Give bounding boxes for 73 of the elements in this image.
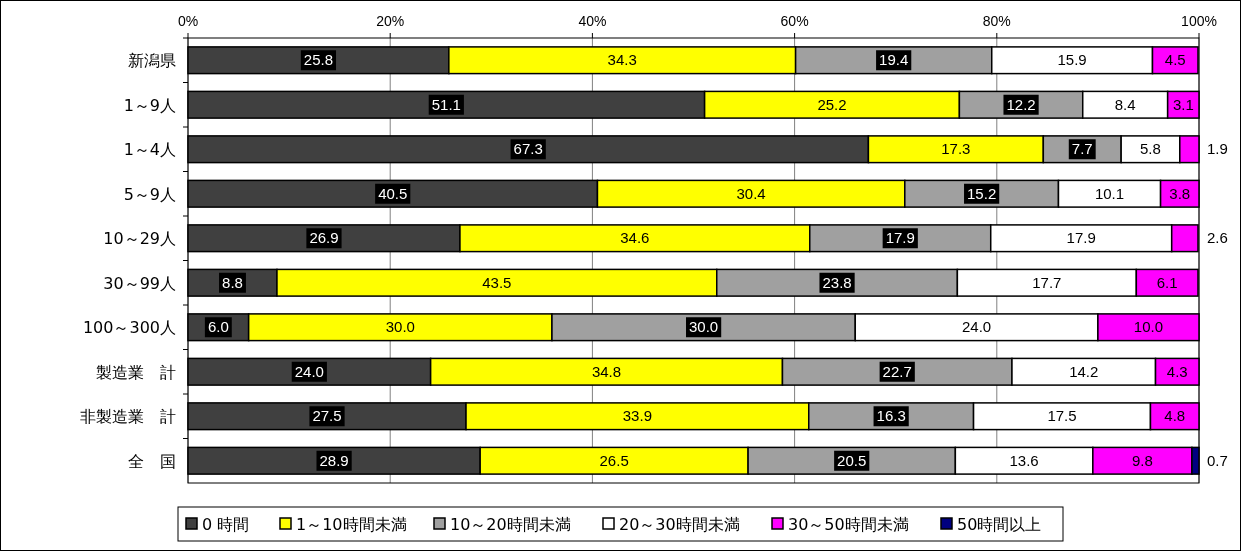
- x-tick-label: 100%: [1181, 13, 1217, 29]
- data-label: 0.7: [1207, 451, 1228, 469]
- legend-label: 50時間以上: [957, 515, 1042, 534]
- data-label: 27.5: [312, 407, 342, 425]
- y-tick-label: 非製造業 計: [80, 407, 176, 427]
- data-label: 13.6: [1009, 451, 1039, 469]
- data-label: 15.2: [967, 184, 997, 202]
- data-label: 12.2: [1006, 95, 1036, 113]
- y-tick-label: 全 国: [128, 451, 176, 471]
- data-label: 30.0: [385, 318, 415, 336]
- data-label: 17.9: [1066, 229, 1096, 247]
- x-tick-label: 60%: [780, 13, 809, 29]
- legend-label: 10～20時間未満: [450, 515, 571, 534]
- y-tick-label: 1～4人: [123, 140, 176, 160]
- data-label: 20.5: [837, 451, 867, 469]
- y-tick-label: 30～99人: [103, 273, 176, 293]
- data-label: 25.2: [817, 95, 847, 113]
- y-tick-label: 10～29人: [103, 229, 176, 249]
- x-tick-label: 80%: [982, 13, 1011, 29]
- data-label: 34.3: [607, 51, 637, 69]
- x-tick-label: 40%: [578, 13, 607, 29]
- data-label: 15.9: [1057, 51, 1087, 69]
- data-label: 30.4: [736, 184, 766, 202]
- data-label: 43.5: [482, 273, 512, 291]
- data-label: 25.8: [303, 51, 334, 69]
- legend-label: 1～10時間未満: [296, 515, 407, 534]
- data-label: 5.8: [1140, 140, 1161, 158]
- data-label: 17.7: [1032, 273, 1062, 291]
- data-label: 7.7: [1071, 140, 1093, 158]
- data-label: 40.5: [378, 184, 408, 202]
- data-label: 30.0: [689, 318, 719, 336]
- data-label: 24.0: [294, 362, 324, 380]
- y-tick-label: 5～9人: [123, 184, 176, 204]
- data-label: 34.6: [620, 229, 650, 247]
- data-label: 67.3: [513, 140, 543, 158]
- data-label: 28.9: [319, 451, 349, 469]
- data-label: 8.4: [1114, 95, 1136, 113]
- data-label: 4.8: [1164, 407, 1186, 425]
- x-tick-label: 20%: [376, 13, 405, 29]
- data-label: 23.8: [822, 273, 852, 291]
- data-label: 2.6: [1207, 229, 1228, 247]
- data-label: 1.9: [1207, 140, 1228, 158]
- data-label: 10.1: [1094, 184, 1125, 202]
- x-tick-label: 0%: [177, 13, 199, 29]
- data-label: 34.8: [591, 362, 622, 380]
- data-label: 26.9: [309, 229, 339, 247]
- data-label: 19.4: [879, 51, 909, 69]
- data-label: 17.3: [941, 140, 971, 158]
- y-tick-label: 100～300人: [82, 318, 176, 338]
- legend-label: 0 時間: [202, 515, 250, 534]
- data-label: 8.8: [222, 273, 243, 291]
- y-tick-label: 新潟県: [128, 51, 176, 71]
- data-label: 4.3: [1166, 362, 1188, 380]
- data-label: 26.5: [599, 451, 629, 469]
- data-label: 24.0: [961, 318, 992, 336]
- data-label: 33.9: [622, 407, 652, 425]
- data-label: 16.3: [876, 407, 906, 425]
- data-label: 10.0: [1133, 318, 1164, 336]
- y-tick-label: 製造業 計: [96, 362, 176, 382]
- data-label: 22.7: [882, 362, 912, 380]
- data-label: 6.1: [1156, 273, 1178, 291]
- data-label: 3.8: [1169, 184, 1191, 202]
- data-label: 51.1: [431, 95, 461, 113]
- data-label: 3.1: [1172, 95, 1194, 113]
- data-label: 6.0: [207, 318, 229, 336]
- data-label: 17.9: [885, 229, 915, 247]
- data-label: 9.8: [1131, 451, 1153, 469]
- legend-label: 20～30時間未満: [619, 515, 740, 534]
- legend-label: 30～50時間未満: [788, 515, 909, 534]
- data-label: 4.5: [1164, 51, 1186, 69]
- data-label: 17.5: [1047, 407, 1077, 425]
- data-label: 14.2: [1069, 362, 1099, 380]
- y-tick-label: 1～9人: [123, 95, 176, 115]
